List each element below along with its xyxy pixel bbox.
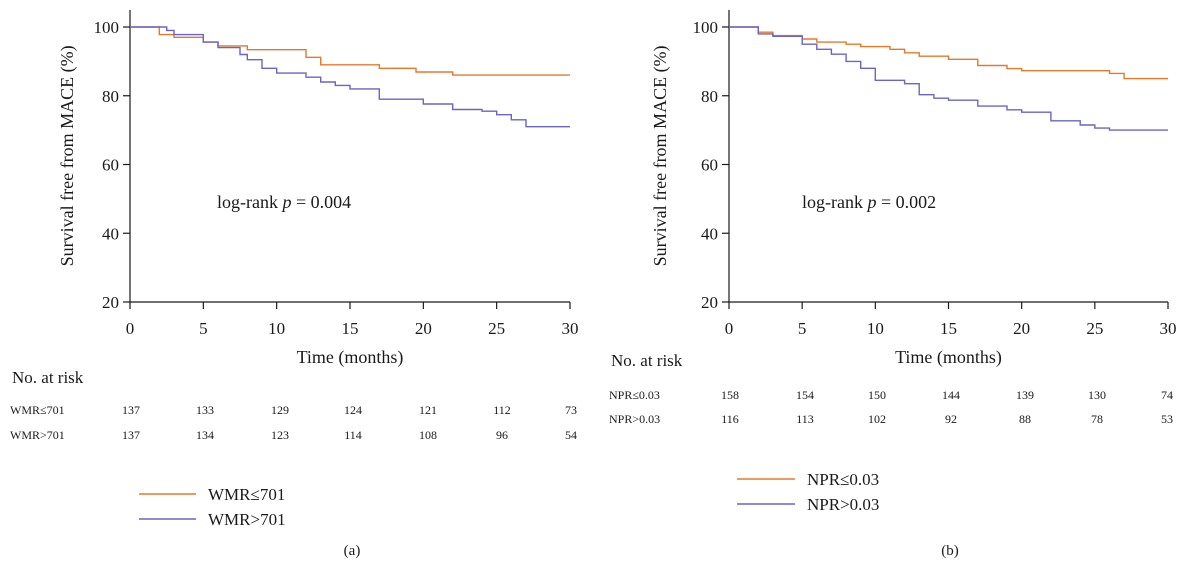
risk-cell: 112: [493, 403, 511, 417]
risk-cell: 150: [868, 388, 886, 402]
x-tick-label: 30: [562, 319, 579, 338]
panel-label: (b): [941, 543, 959, 559]
risk-cell: 144: [942, 388, 960, 402]
risk-cell: 92: [945, 412, 957, 426]
risk-row-label: NPR≤0.03: [609, 388, 660, 402]
risk-row-label: NPR>0.03: [609, 412, 660, 426]
risk-cell: 53: [1161, 412, 1173, 426]
p-symbol: p: [280, 192, 291, 212]
survival-curve-0: [130, 26, 570, 76]
legend-label: WMR>701: [208, 510, 286, 529]
risk-cell: 54: [565, 428, 577, 442]
risk-cell: 139: [1016, 388, 1034, 402]
x-tick-label: 5: [199, 319, 208, 338]
p-symbol: p: [865, 192, 876, 212]
x-tick-label: 0: [126, 319, 135, 338]
risk-cell: 114: [344, 428, 362, 442]
x-tick-label: 25: [488, 319, 505, 338]
legend-label: WMR≤701: [208, 485, 285, 504]
x-tick-label: 15: [940, 319, 957, 338]
y-tick-label: 20: [701, 293, 718, 312]
x-tick-label: 30: [1160, 319, 1177, 338]
y-tick-label: 40: [102, 224, 119, 243]
risk-table-title: No. at risk: [611, 351, 683, 370]
log-rank-annotation: log-rank p = 0.004: [217, 192, 351, 212]
risk-cell: 73: [565, 403, 577, 417]
survival-curve-1: [130, 26, 570, 128]
risk-cell: 129: [271, 403, 289, 417]
risk-cell: 78: [1091, 412, 1103, 426]
x-tick-label: 15: [342, 319, 359, 338]
risk-cell: 108: [419, 428, 437, 442]
risk-cell: 130: [1088, 388, 1106, 402]
risk-cell: 124: [344, 403, 362, 417]
risk-cell: 113: [796, 412, 814, 426]
risk-table-title: No. at risk: [12, 368, 84, 387]
risk-cell: 154: [796, 388, 814, 402]
x-tick-label: 0: [725, 319, 734, 338]
y-tick-label: 60: [701, 156, 718, 175]
panel-b: 20 40 60 80 100 0 5 10 15 20 25 30 Time (months) Surv…: [609, 9, 1177, 559]
x-tick-label: 20: [415, 319, 432, 338]
y-tick-label: 60: [102, 156, 119, 175]
legend-label: NPR≤0.03: [807, 470, 879, 489]
risk-cell: 74: [1161, 388, 1173, 402]
x-tick-label: 25: [1086, 319, 1103, 338]
y-tick-label: 20: [102, 293, 119, 312]
log-rank-prefix: log-rank: [802, 192, 867, 212]
panel-label: (a): [344, 543, 361, 559]
x-axis-label: Time (months): [895, 347, 1002, 368]
risk-cell: 133: [196, 403, 214, 417]
risk-cell: 158: [721, 388, 739, 402]
survival-curve-1: [729, 26, 1168, 131]
survival-curve-0: [729, 26, 1168, 80]
y-tick-label: 80: [102, 87, 119, 106]
risk-cell: 116: [721, 412, 739, 426]
risk-cell: 137: [122, 428, 140, 442]
log-rank-annotation: log-rank p = 0.002: [802, 192, 936, 212]
risk-row-label: WMR≤701: [10, 403, 65, 417]
x-tick-label: 10: [268, 319, 285, 338]
risk-cell: 121: [419, 403, 437, 417]
y-axis-label: Survival free from MACE (%): [57, 45, 78, 266]
x-tick-label: 5: [798, 319, 807, 338]
risk-row-label: WMR>701: [10, 428, 65, 442]
risk-cell: 137: [122, 403, 140, 417]
x-axis-label: Time (months): [297, 347, 404, 368]
y-tick-label: 100: [693, 18, 719, 37]
panel-a: 20 40 60 80 100 0 5 10 15 20 25 30 Time (months) Surv…: [10, 9, 579, 559]
log-rank-value: = 0.004: [291, 192, 351, 212]
risk-cell: 96: [496, 428, 508, 442]
y-tick-label: 100: [94, 18, 120, 37]
risk-cell: 123: [271, 428, 289, 442]
x-tick-label: 20: [1013, 319, 1030, 338]
y-tick-label: 80: [701, 87, 718, 106]
log-rank-value: = 0.002: [876, 192, 936, 212]
legend-label: NPR>0.03: [807, 495, 879, 514]
y-axis-label: Survival free from MACE (%): [650, 45, 671, 266]
y-tick-label: 40: [701, 224, 718, 243]
risk-cell: 102: [868, 412, 886, 426]
risk-cell: 134: [196, 428, 214, 442]
risk-cell: 88: [1019, 412, 1031, 426]
log-rank-prefix: log-rank: [217, 192, 282, 212]
x-tick-label: 10: [867, 319, 884, 338]
